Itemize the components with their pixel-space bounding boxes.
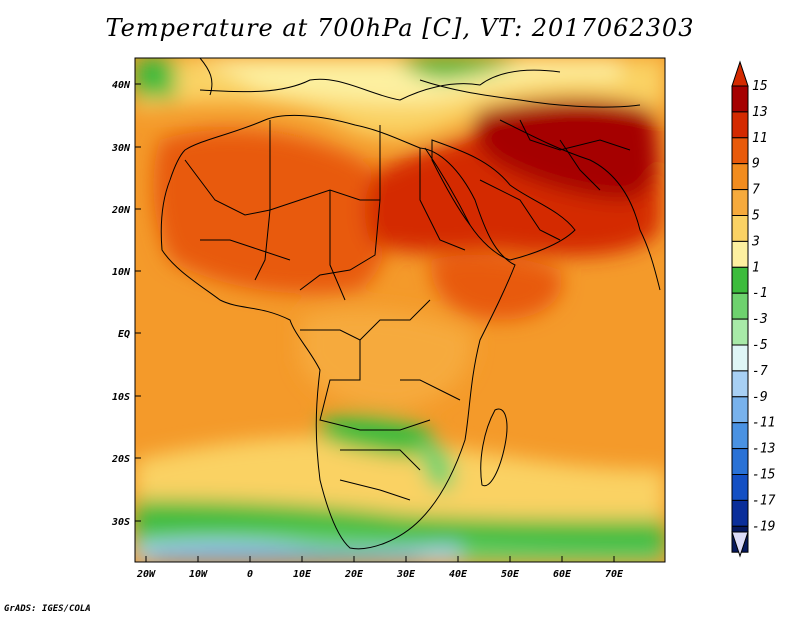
colorbar-label: 15 — [752, 79, 768, 94]
colorbar-box — [731, 292, 749, 320]
map-title: Temperature at 700hPa [C], VT: 201706230… — [105, 14, 695, 42]
colorbar-box — [731, 499, 749, 527]
colorbar-label: -3 — [752, 312, 768, 327]
colorbar-label: -7 — [752, 364, 768, 379]
colorbar-box — [731, 266, 749, 294]
colorbar-label: -17 — [752, 493, 776, 508]
lat-label-30n: 30N — [111, 143, 131, 154]
lon-label-0: 0 — [247, 569, 253, 580]
colorbar-label: -5 — [752, 338, 768, 353]
colorbar-box — [731, 111, 749, 139]
colorbar-label: 5 — [752, 209, 760, 224]
colorbar-label: -9 — [752, 390, 768, 405]
lon-label-20w: 20W — [136, 569, 156, 580]
colorbar-box — [731, 318, 749, 346]
colorbar-label: -1 — [752, 286, 768, 301]
lon-label-40e: 40E — [449, 569, 468, 580]
lat-label-20n: 20N — [111, 205, 131, 216]
colorbar-box — [731, 240, 749, 268]
colorbar-under-triangle — [731, 531, 749, 558]
colorbar-box — [731, 85, 749, 113]
colorbar-label: -13 — [752, 442, 775, 457]
colorbar-label: -11 — [752, 416, 775, 431]
colorbar-label: 13 — [752, 105, 768, 120]
lat-label-20s: 20S — [111, 454, 130, 465]
colorbar-box — [731, 474, 749, 501]
colorbar-box — [731, 189, 749, 217]
lon-label-50e: 50E — [501, 569, 520, 580]
colorbar-box — [731, 137, 749, 165]
coastlines — [160, 58, 661, 550]
lat-label-eq: EQ — [118, 329, 130, 340]
colorbar-box — [731, 448, 749, 476]
colorbar-box — [731, 344, 749, 372]
colorbar-label: 11 — [752, 131, 768, 146]
colorbar-box — [731, 422, 749, 450]
colorbar-label: 7 — [752, 183, 760, 198]
grads-credit: GrADS: IGES/COLA — [4, 604, 91, 614]
lat-label-10s: 10S — [112, 392, 130, 403]
colorbar-over-triangle — [731, 60, 749, 87]
lon-label-10e: 10E — [293, 569, 312, 580]
colorbar-label: 9 — [752, 157, 760, 172]
colorbar-label: 1 — [752, 260, 760, 275]
colorbar-box — [731, 163, 749, 191]
lat-axis: 40N 30N 20N 10N EQ 10S 20S 30S — [111, 80, 141, 528]
colorbar: 15 13 11 9 7 5 3 1 -1 -3 -5 -7 -9 -11 -13 -15 -17 -19 — [731, 60, 776, 558]
lon-axis: 20W 10W 0 10E 20E 30E 40E 50E 60E 70E — [136, 556, 624, 580]
lon-label-70e: 70E — [605, 569, 624, 580]
plot-frame — [134, 57, 666, 563]
lat-label-40n: 40N — [112, 80, 131, 91]
temperature-field — [135, 58, 665, 562]
lon-label-30e: 30E — [396, 569, 416, 580]
colorbar-label: -15 — [752, 468, 776, 483]
colorbar-box — [731, 370, 749, 398]
lat-label-30s: 30S — [111, 517, 130, 528]
colorbar-box — [731, 396, 749, 424]
colorbar-label: 3 — [751, 234, 760, 249]
lon-label-10w: 10W — [189, 569, 208, 580]
lat-label-10n: 10N — [112, 267, 131, 278]
lon-label-60e: 60E — [553, 569, 572, 580]
colorbar-box — [731, 215, 749, 242]
colorbar-label: -19 — [752, 519, 775, 534]
lon-label-20e: 20E — [344, 569, 364, 580]
